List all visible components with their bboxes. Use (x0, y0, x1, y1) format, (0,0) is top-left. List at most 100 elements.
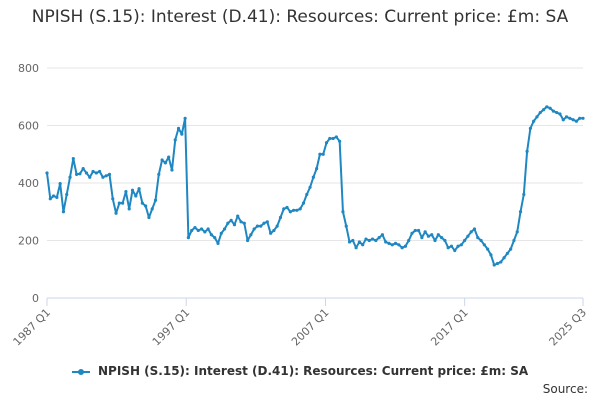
data-point[interactable] (578, 116, 582, 120)
data-point[interactable] (199, 227, 204, 231)
data-point[interactable] (410, 231, 414, 235)
data-point[interactable] (512, 238, 516, 243)
data-point[interactable] (423, 230, 427, 234)
data-point[interactable] (538, 110, 542, 115)
data-point[interactable] (469, 230, 473, 234)
data-point[interactable] (476, 236, 480, 240)
data-point[interactable] (239, 220, 243, 224)
data-point[interactable] (117, 201, 121, 205)
data-point[interactable] (157, 172, 161, 176)
data-point[interactable] (489, 253, 493, 257)
data-point[interactable] (420, 236, 424, 240)
data-point[interactable] (456, 244, 460, 248)
data-point[interactable] (416, 228, 421, 233)
data-point[interactable] (564, 115, 569, 119)
data-point[interactable] (285, 205, 289, 210)
data-point[interactable] (463, 238, 467, 243)
data-point[interactable] (509, 247, 513, 251)
data-point[interactable] (561, 118, 565, 122)
data-point[interactable] (222, 227, 227, 231)
data-point[interactable] (134, 194, 138, 198)
data-point[interactable] (216, 241, 220, 245)
data-point[interactable] (558, 112, 562, 116)
data-point[interactable] (262, 221, 266, 225)
data-point[interactable] (213, 236, 217, 240)
data-point[interactable] (338, 139, 342, 143)
data-point[interactable] (209, 233, 214, 237)
data-point[interactable] (393, 241, 398, 245)
data-point[interactable] (190, 228, 194, 233)
data-point[interactable] (466, 234, 470, 238)
data-point[interactable] (183, 116, 187, 120)
data-point[interactable] (104, 174, 108, 178)
data-point[interactable] (351, 238, 355, 243)
data-point[interactable] (311, 175, 315, 179)
data-point[interactable] (499, 260, 503, 264)
data-point[interactable] (581, 116, 585, 120)
data-point[interactable] (272, 228, 276, 233)
data-point[interactable] (232, 223, 237, 227)
data-point[interactable] (252, 227, 256, 231)
data-point[interactable] (249, 233, 253, 237)
data-point[interactable] (111, 197, 115, 201)
data-point[interactable] (446, 246, 450, 250)
data-point[interactable] (400, 246, 404, 250)
data-point[interactable] (206, 227, 210, 231)
data-point[interactable] (364, 237, 368, 241)
data-point[interactable] (292, 208, 296, 212)
data-point[interactable] (433, 238, 437, 243)
data-point[interactable] (551, 109, 556, 113)
data-point[interactable] (150, 207, 154, 211)
data-point[interactable] (479, 238, 483, 243)
data-point[interactable] (144, 204, 148, 208)
data-point[interactable] (449, 244, 454, 248)
data-point[interactable] (58, 181, 62, 186)
data-point[interactable] (88, 175, 92, 179)
data-point[interactable] (443, 238, 447, 243)
data-point[interactable] (370, 237, 375, 241)
data-point[interactable] (535, 115, 539, 119)
data-point[interactable] (568, 116, 572, 120)
data-point[interactable] (341, 210, 345, 214)
data-point[interactable] (528, 126, 532, 130)
data-point[interactable] (65, 192, 69, 197)
data-point[interactable] (384, 240, 388, 244)
data-point[interactable] (361, 243, 365, 247)
data-point[interactable] (377, 236, 381, 240)
data-point[interactable] (440, 236, 444, 240)
data-point[interactable] (545, 105, 549, 109)
data-point[interactable] (259, 224, 263, 228)
data-point[interactable] (525, 149, 529, 153)
data-point[interactable] (255, 224, 260, 228)
data-point[interactable] (305, 192, 309, 197)
data-point[interactable] (426, 234, 431, 238)
data-point[interactable] (193, 225, 197, 230)
data-point[interactable] (68, 175, 72, 179)
data-point[interactable] (315, 167, 319, 171)
data-point[interactable] (347, 240, 352, 244)
data-point[interactable] (98, 169, 102, 174)
data-point[interactable] (55, 195, 59, 199)
data-point[interactable] (331, 136, 335, 141)
data-point[interactable] (430, 233, 434, 237)
data-point[interactable] (308, 185, 312, 189)
data-point[interactable] (124, 190, 128, 194)
data-point[interactable] (219, 231, 223, 235)
data-point[interactable] (541, 108, 546, 112)
data-point[interactable] (548, 106, 552, 110)
data-point[interactable] (163, 161, 167, 165)
data-point[interactable] (78, 172, 82, 176)
data-point[interactable] (574, 119, 579, 123)
data-point[interactable] (180, 132, 184, 136)
data-point[interactable] (186, 236, 190, 240)
data-point[interactable] (176, 126, 181, 130)
data-point[interactable] (295, 208, 299, 212)
data-point[interactable] (282, 207, 286, 211)
data-point[interactable] (140, 201, 144, 205)
data-point[interactable] (278, 215, 283, 220)
data-point[interactable] (170, 168, 174, 172)
data-point[interactable] (324, 141, 329, 145)
data-point[interactable] (242, 221, 246, 225)
data-point[interactable] (453, 248, 457, 253)
data-point[interactable] (75, 172, 79, 176)
